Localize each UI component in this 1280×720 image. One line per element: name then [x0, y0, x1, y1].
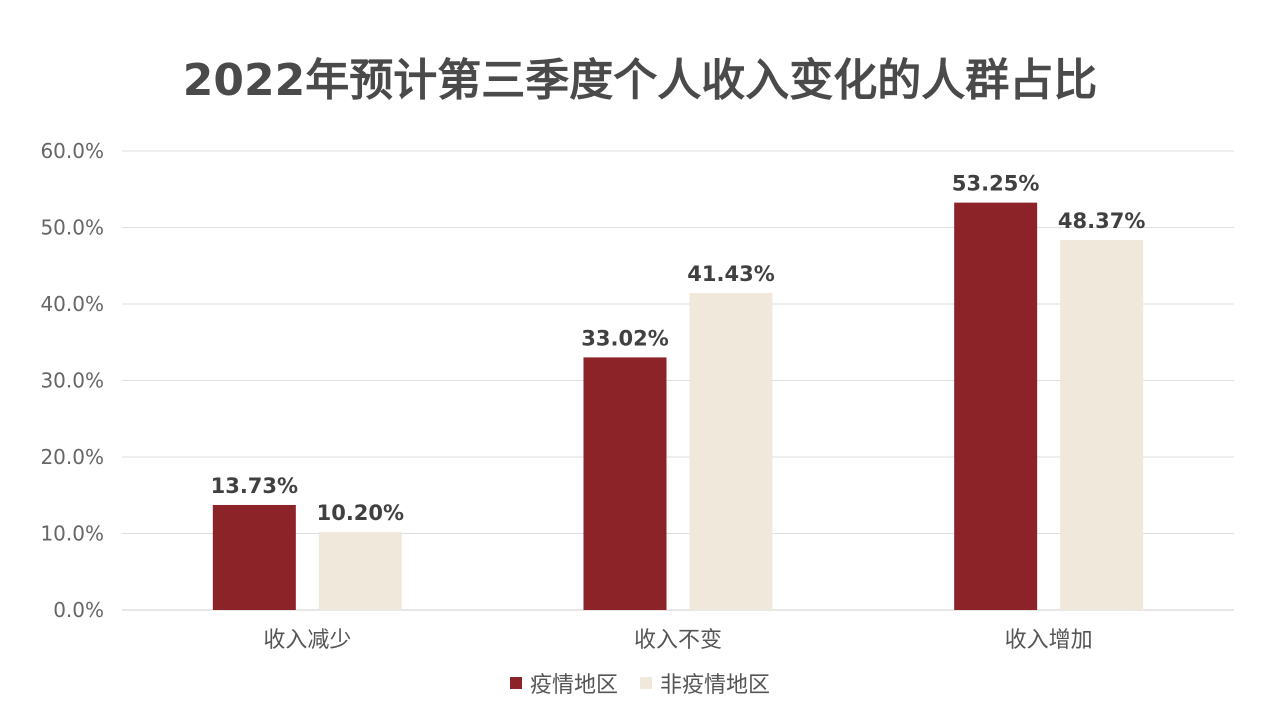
- legend-item-series-0: 疫情地区: [509, 667, 618, 699]
- y-tick-label: 30.0%: [40, 369, 104, 393]
- y-tick-label: 40.0%: [40, 292, 104, 316]
- y-tick-label: 0.0%: [53, 598, 104, 622]
- bar: [212, 504, 296, 610]
- data-label: 53.25%: [952, 172, 1039, 196]
- legend-swatch-series-0: [509, 677, 522, 689]
- bar: [689, 293, 773, 610]
- legend-label-series-0: 疫情地区: [529, 673, 618, 698]
- bar: [318, 531, 402, 610]
- y-tick-label: 20.0%: [40, 445, 104, 469]
- x-tick-label: 收入减少: [263, 628, 351, 653]
- chart-title: 2022年预计第三季度个人收入变化的人群占比: [182, 55, 1098, 106]
- legend-label-series-1: 非疫情地区: [660, 673, 771, 698]
- bar: [1060, 239, 1144, 611]
- legend-swatch-series-1: [640, 677, 652, 689]
- legend: 疫情地区 非疫情地区: [0, 667, 1280, 699]
- y-tick-label: 60.0%: [40, 139, 104, 163]
- data-label: 48.37%: [1058, 209, 1145, 233]
- bar: [954, 202, 1038, 610]
- data-label: 13.73%: [211, 474, 298, 498]
- data-label: 33.02%: [581, 326, 668, 350]
- data-label: 10.20%: [317, 501, 404, 525]
- data-label: 41.43%: [687, 262, 774, 286]
- x-tick-label: 收入增加: [1005, 628, 1093, 653]
- x-tick-label: 收入不变: [634, 628, 722, 653]
- legend-item-series-1: 非疫情地区: [640, 667, 770, 699]
- bar: [583, 357, 667, 610]
- y-tick-label: 10.0%: [40, 522, 104, 546]
- bar-chart: 0.0% 10.0% 20.0% 30.0% 40.0% 50.0% 60.0% 13.73%…: [40, 139, 1234, 653]
- y-tick-label: 50.0%: [40, 216, 104, 240]
